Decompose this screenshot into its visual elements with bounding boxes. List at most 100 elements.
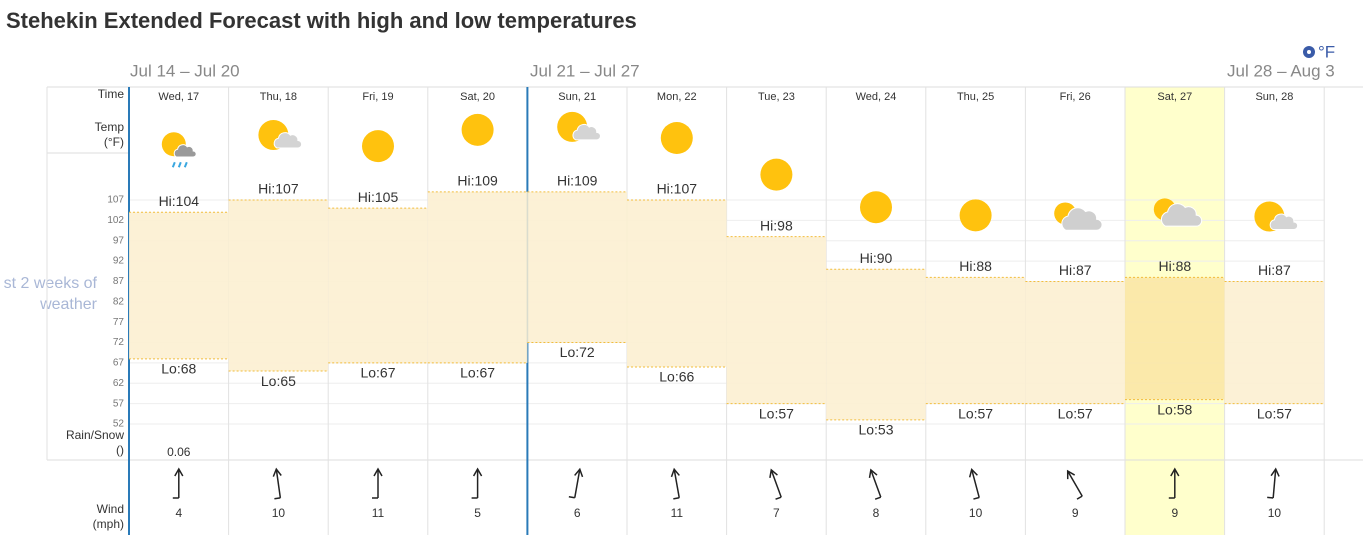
week-range: Jul 28 – Aug 3 — [1227, 61, 1335, 80]
units-toggle[interactable]: °F — [1303, 42, 1335, 61]
side-note: st 2 weeks of — [4, 275, 98, 292]
wind-arrow — [1267, 467, 1280, 499]
wind-arrow — [868, 468, 882, 500]
raindrop — [171, 161, 176, 168]
hi-label: Hi:88 — [1158, 258, 1191, 274]
weather-icon — [161, 132, 197, 168]
weather-icon — [660, 122, 693, 154]
y-tick-label: 102 — [107, 215, 124, 226]
cloud — [273, 132, 303, 149]
hi-label: Hi:87 — [1059, 262, 1092, 278]
arrow-head — [1066, 469, 1076, 480]
wind-arrow — [471, 467, 483, 499]
y-tick-label: 77 — [113, 317, 125, 328]
temp-band — [328, 208, 428, 363]
wind-speed: 11 — [671, 506, 684, 520]
temp-band — [627, 200, 727, 367]
arrow-head — [174, 467, 184, 477]
arrow-shaft — [770, 470, 782, 498]
week-range: Jul 21 – Jul 27 — [530, 61, 640, 80]
day-label: Wed, 24 — [856, 91, 897, 103]
wind-arrow — [372, 467, 383, 499]
arrow-shaft — [1067, 471, 1083, 497]
y-tick-label: 57 — [113, 398, 125, 409]
arrow-barb — [874, 496, 882, 500]
wind-speed: 9 — [1171, 506, 1178, 520]
sun — [760, 158, 793, 191]
day-label: Sat, 27 — [1157, 91, 1192, 103]
y-tick-label: 82 — [113, 296, 125, 307]
wind-speed: 7 — [773, 506, 780, 520]
hi-label: Hi:109 — [557, 173, 598, 189]
arrow-head — [1270, 467, 1280, 477]
day-label: Thu, 18 — [260, 91, 297, 103]
day-label: Thu, 25 — [957, 91, 994, 103]
arrow-head — [574, 467, 584, 478]
wind-arrow — [670, 467, 680, 500]
y-tick-label: 62 — [113, 378, 125, 389]
temp-band — [427, 191, 528, 363]
day-label: Tue, 23 — [758, 91, 795, 103]
hi-label: Hi:107 — [258, 181, 299, 197]
wind-speed: 4 — [175, 506, 182, 520]
weather-icon — [362, 130, 394, 163]
sun — [959, 199, 992, 232]
wind-arrow — [568, 467, 584, 499]
weather-icon — [760, 158, 793, 191]
arrow-shaft — [673, 470, 680, 498]
row-label: Time — [98, 87, 125, 101]
side-note: weather — [39, 296, 98, 313]
temp-band — [228, 200, 329, 372]
temp-band — [1125, 277, 1225, 400]
weather-icon — [959, 199, 992, 232]
cloud — [173, 144, 197, 158]
row-label: Temp — [95, 120, 125, 134]
lo-label: Lo:68 — [161, 361, 196, 377]
wind-speed: 10 — [272, 506, 286, 520]
temp-band — [726, 236, 827, 404]
day-label: Sun, 21 — [558, 91, 596, 103]
row-label: (mph) — [93, 517, 124, 531]
wind-speed: 10 — [969, 506, 983, 520]
lo-label: Lo:66 — [659, 369, 694, 385]
weather-icon — [860, 191, 892, 224]
wind-arrow — [769, 468, 782, 500]
arrow-barb — [568, 496, 575, 499]
arrow-shaft — [971, 470, 980, 498]
weather-icon — [557, 111, 601, 142]
day-label: Mon, 22 — [657, 91, 697, 103]
hi-label: Hi:107 — [657, 181, 698, 197]
temp-band — [826, 269, 926, 420]
arrow-barb — [1076, 495, 1083, 500]
temp-band — [1025, 281, 1125, 404]
weather-icon — [1054, 202, 1103, 231]
arrow-shaft — [870, 470, 882, 498]
arrow-barb — [274, 497, 281, 500]
hi-label: Hi:88 — [959, 258, 992, 274]
raindrop — [183, 161, 188, 168]
cloud — [1061, 207, 1103, 231]
arrow-head — [1170, 467, 1180, 477]
sun — [461, 113, 494, 146]
sun — [660, 122, 693, 154]
lo-label: Lo:57 — [1058, 405, 1093, 421]
temp-band — [1224, 281, 1325, 404]
y-tick-label: 52 — [113, 419, 125, 430]
row-label: Wind — [97, 502, 124, 516]
hi-label: Hi:104 — [159, 193, 200, 209]
cloud — [1269, 213, 1299, 230]
unit[interactable]: °F — [1318, 42, 1335, 61]
arrow-shaft — [275, 470, 282, 498]
row-label: (°F) — [104, 135, 124, 149]
lo-label: Lo:67 — [460, 365, 495, 381]
wind-arrow — [1066, 469, 1083, 500]
raindrop — [177, 161, 182, 168]
y-tick-label: 67 — [113, 358, 125, 369]
lo-label: Lo:57 — [759, 405, 794, 421]
arrow-barb — [1267, 496, 1274, 499]
wind-speed: 6 — [574, 506, 581, 520]
day-label: Wed, 17 — [158, 91, 199, 103]
lo-label: Lo:72 — [560, 344, 595, 360]
arrow-head — [670, 467, 680, 478]
day-label: Sat, 20 — [460, 91, 495, 103]
